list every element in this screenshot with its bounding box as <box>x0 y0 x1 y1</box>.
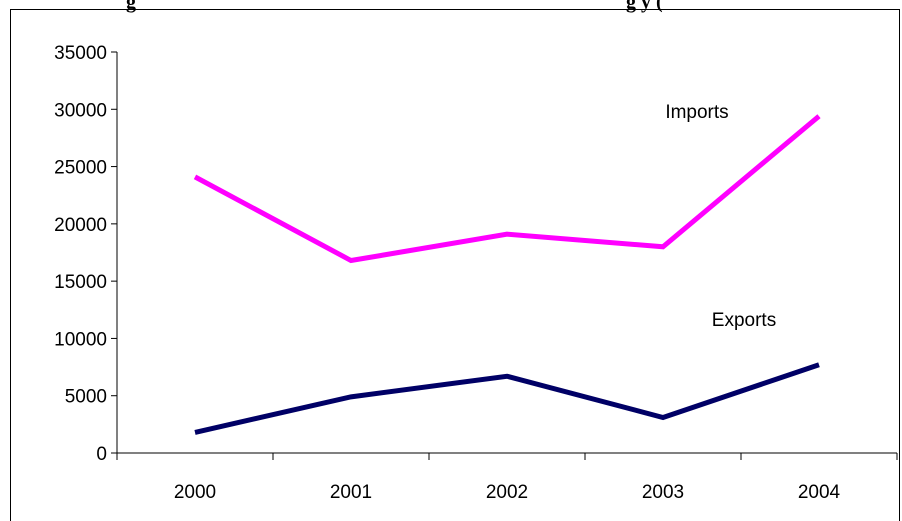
chart-title-fragment-left: g <box>126 0 136 13</box>
series-label-exports: Exports <box>712 310 776 331</box>
chart-border <box>10 9 900 521</box>
y-tick-label: 30000 <box>54 100 107 121</box>
y-tick-label: 15000 <box>54 272 107 293</box>
chart-title-fragment-right: g y ( <box>626 0 663 13</box>
x-tick-label: 2004 <box>798 482 841 503</box>
y-tick-label: 5000 <box>65 387 107 408</box>
y-tick-label: 35000 <box>54 43 107 64</box>
y-tick-label: 20000 <box>54 215 107 236</box>
x-tick-label: 2003 <box>642 482 684 503</box>
y-tick-label: 25000 <box>54 158 107 179</box>
series-lines <box>193 114 821 435</box>
x-tick-label: 2001 <box>330 482 372 503</box>
x-tick-label: 2000 <box>174 482 216 503</box>
series-line-exports <box>194 362 820 435</box>
y-tick-label: 0 <box>96 444 107 465</box>
x-axis-ticks: 2000 2001 2002 2003 2004 <box>116 453 898 503</box>
y-tick-label: 10000 <box>54 329 107 350</box>
series-line-imports <box>193 114 821 264</box>
series-labels: Imports Exports <box>665 102 776 331</box>
y-axis-ticks: 0 5000 10000 15000 20000 25000 30000 35000 <box>54 43 117 465</box>
series-label-imports: Imports <box>665 102 728 123</box>
x-tick-label: 2002 <box>486 482 528 503</box>
